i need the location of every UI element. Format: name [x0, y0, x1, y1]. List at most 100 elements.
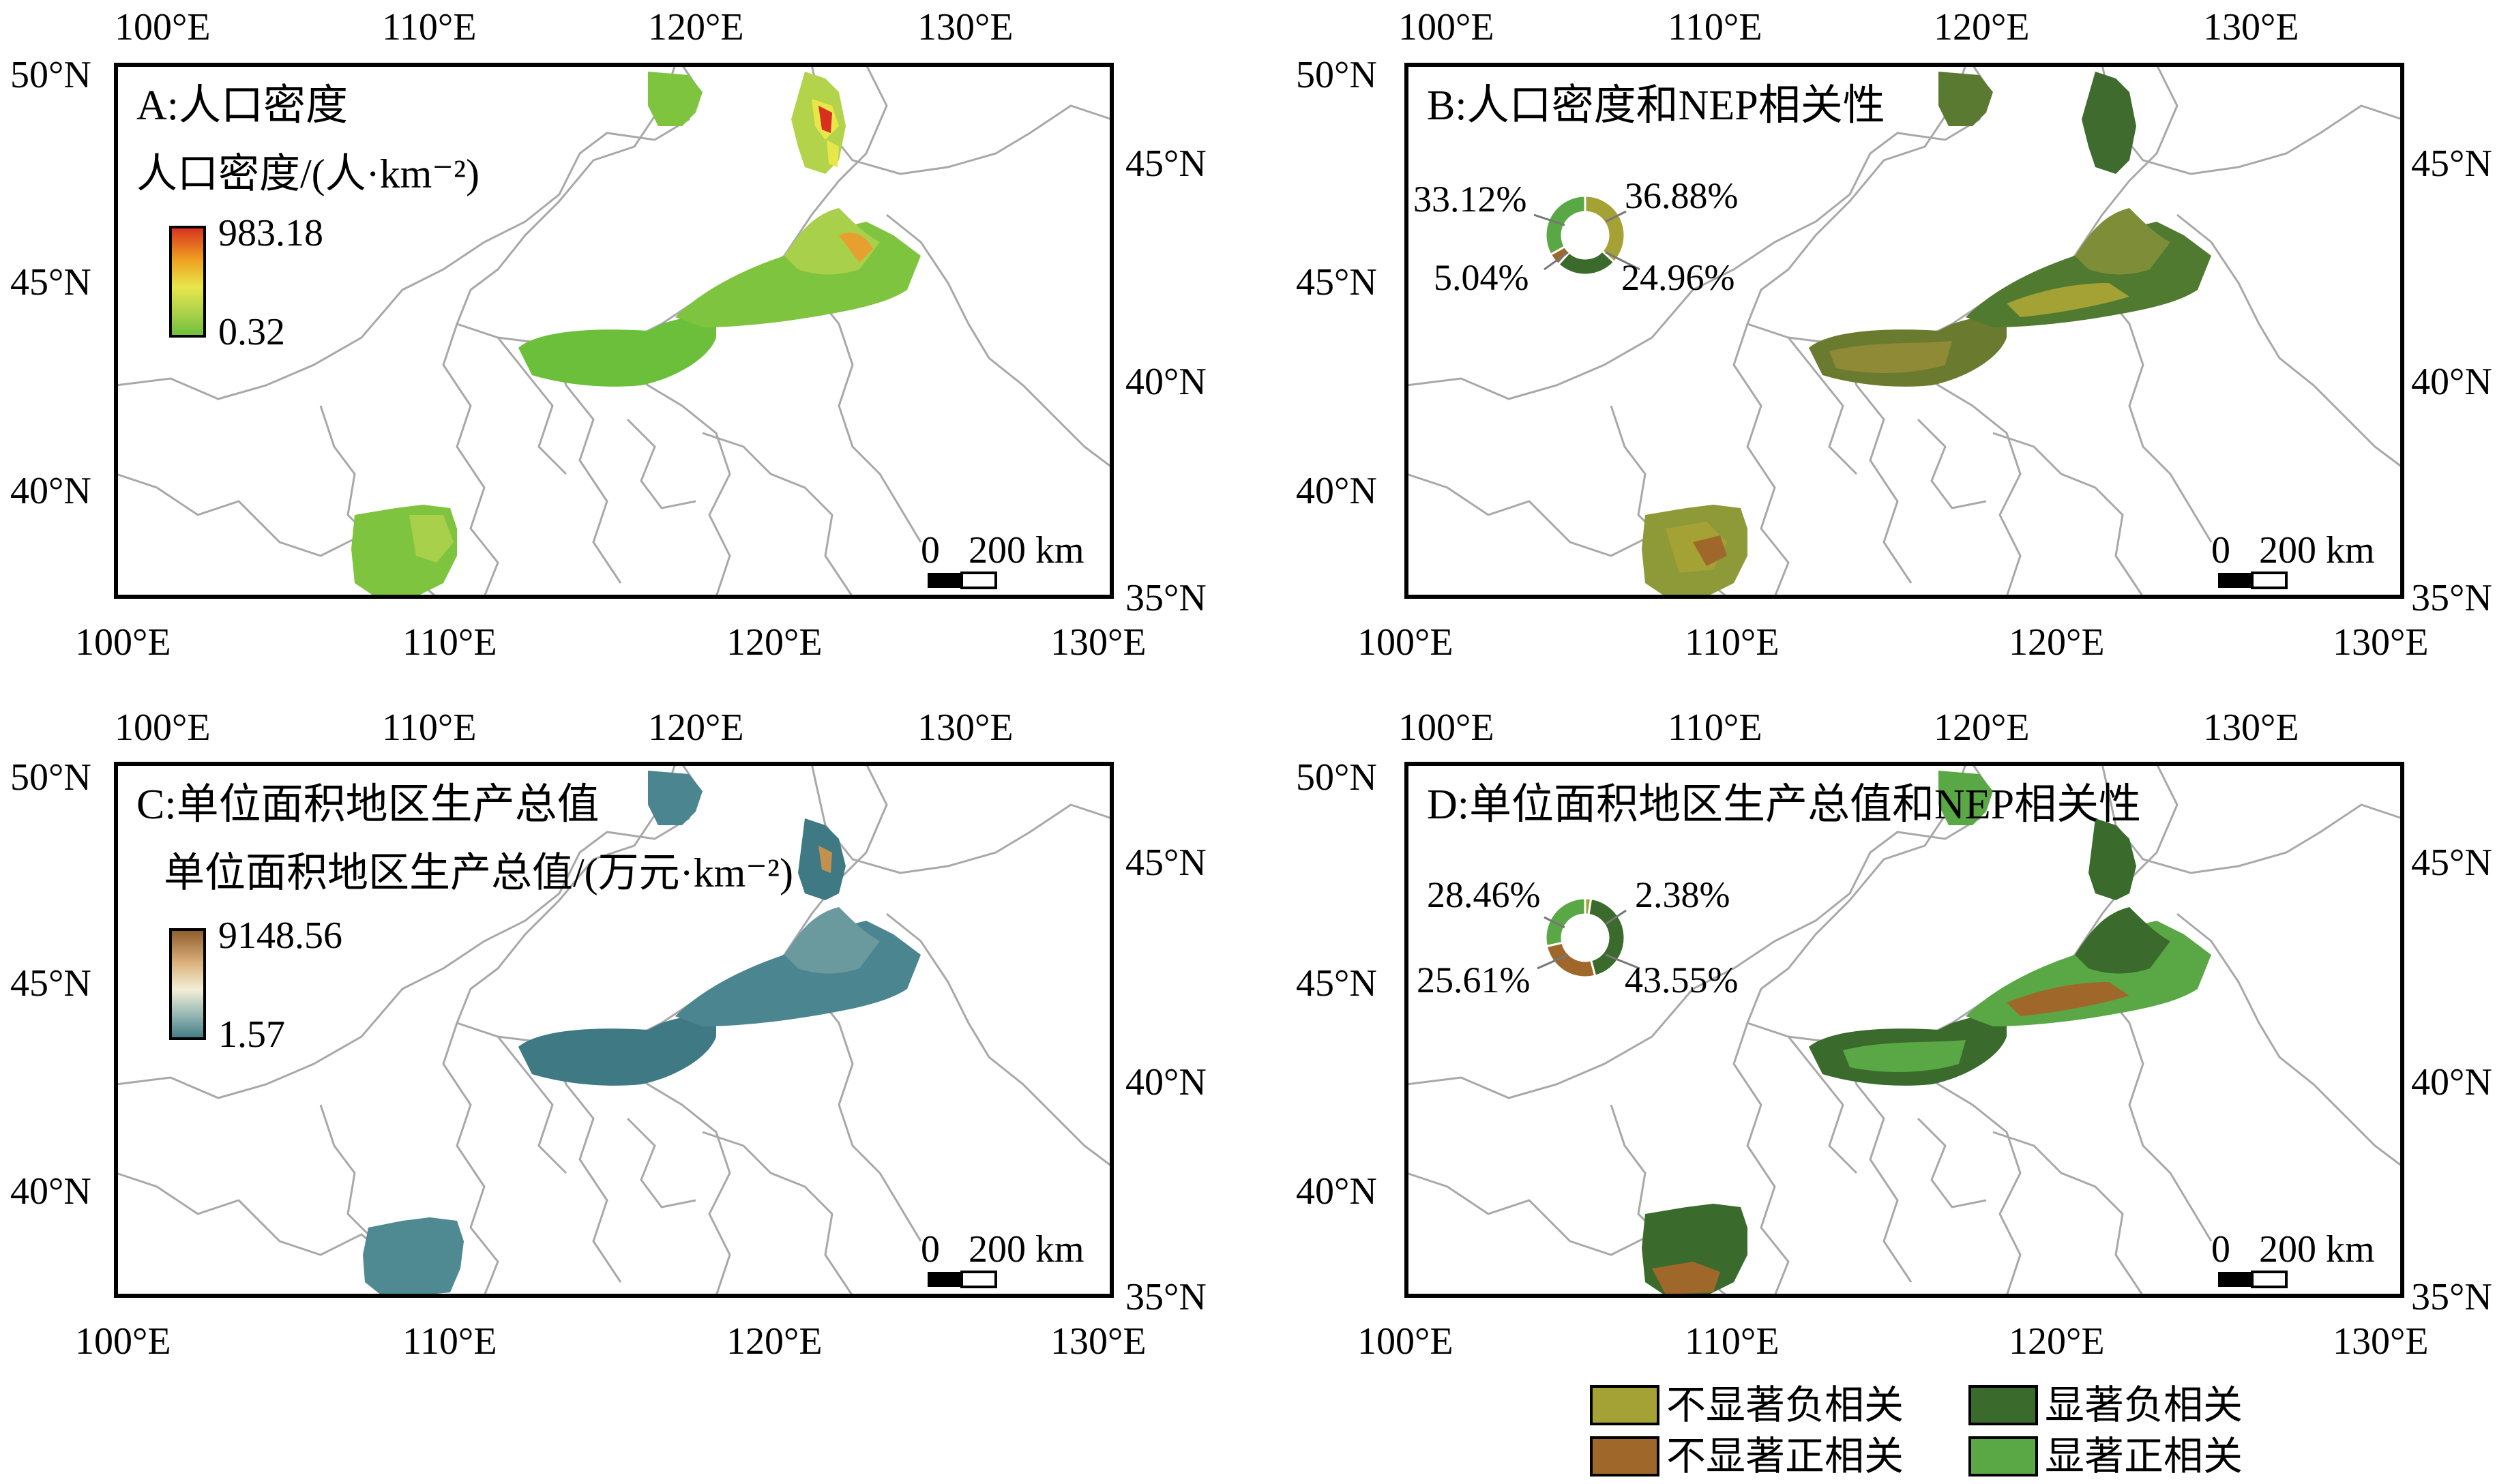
lon-tick: 110°E [402, 621, 497, 664]
lon-tick: 100°E [1357, 621, 1453, 664]
donut-b [1533, 194, 1640, 276]
lat-tick: 40°N [2411, 1061, 2492, 1103]
study-area-b [1642, 72, 2211, 597]
donut-slice [1544, 194, 1586, 256]
panel-b-ticks: 100°E 110°E 120°E 130°E 100°E 110°E 120°… [1296, 6, 2492, 664]
lat-tick: 45°N [2411, 143, 2492, 185]
scale-value: 200 km [969, 1228, 1084, 1271]
panel-c-legend-title: 单位面积地区生产总值/(万元·km⁻²) [164, 850, 793, 895]
lon-tick: 110°E [1685, 1320, 1780, 1363]
lon-tick: 120°E [726, 621, 823, 664]
panel-d-frame [1404, 762, 2404, 1298]
lat-tick: 40°N [2411, 361, 2492, 403]
panel-c: C:单位面积地区生产总值 单位面积地区生产总值/(万元·km⁻²) 9148.5… [114, 762, 1114, 1298]
lon-tick: 130°E [1050, 1320, 1147, 1363]
donut-b-label-1: 33.12% [1413, 179, 1526, 220]
legend-swatch-insig-pos [1590, 1436, 1659, 1476]
lat-tick: 40°N [1125, 361, 1207, 403]
donut-d-label-2: 2.38% [1635, 874, 1730, 915]
lon-tick: 120°E [1934, 6, 2030, 48]
donut-slice [1587, 897, 1626, 977]
legend-swatch-insig-neg [1590, 1385, 1659, 1425]
panel-b-frame [1404, 63, 2404, 599]
lat-tick: 35°N [2411, 1276, 2492, 1318]
scale-bar-a: 0 200 km [921, 529, 1084, 589]
scale-bar-c: 0 200 km [921, 1228, 1084, 1288]
lat-tick: 45°N [1125, 842, 1207, 884]
lon-tick: 130°E [917, 707, 1014, 749]
scale-zero: 0 [2211, 1228, 2230, 1271]
donut-d-slices [1544, 897, 1626, 979]
panel-b-title: B:人口密度和NEP相关性 [1427, 83, 1885, 129]
lon-tick: 110°E [1668, 707, 1762, 749]
lat-tick: 40°N [1125, 1061, 1207, 1103]
donut-d-label-1: 28.46% [1427, 874, 1540, 915]
lat-tick: 50°N [1296, 54, 1377, 96]
lon-tick: 120°E [648, 707, 744, 749]
panel-a-legend-max: 983.18 [218, 212, 323, 254]
scale-zero: 0 [2211, 529, 2230, 572]
legend-label-sig-neg: 显著负相关 [2045, 1383, 2243, 1427]
colorbar-c [169, 928, 206, 1040]
scale-bar-d: 0 200 km [2211, 1228, 2375, 1288]
panel-d-ticks: 100°E 110°E 120°E 130°E 100°E 110°E 120°… [1296, 707, 2492, 1363]
lon-tick: 100°E [75, 621, 171, 664]
lat-tick: 45°N [1296, 962, 1377, 1005]
donut-d [1537, 897, 1640, 979]
lat-tick: 35°N [2411, 577, 2492, 619]
donut-d-label-3: 25.61% [1417, 960, 1530, 1000]
lon-tick: 120°E [2009, 1320, 2105, 1363]
panel-c-frame [114, 762, 1114, 1298]
lon-tick: 120°E [726, 1320, 823, 1363]
scale-zero: 0 [921, 1228, 940, 1271]
lon-tick: 100°E [1398, 707, 1494, 749]
panel-a-ticks: 100°E 110°E 120°E 130°E 100°E 110°E 120°… [10, 6, 1207, 664]
scale-value: 200 km [2259, 529, 2375, 572]
donut-slice [1584, 194, 1626, 264]
study-area-a [351, 72, 921, 597]
lat-tick: 50°N [10, 756, 91, 799]
lat-tick: 45°N [10, 261, 91, 303]
lat-tick: 40°N [10, 1170, 91, 1213]
lat-tick: 50°N [1296, 756, 1377, 799]
donut-b-label-4: 24.96% [1621, 257, 1734, 298]
donut-d-label-4: 43.55% [1625, 960, 1738, 1000]
lon-tick: 130°E [1050, 621, 1147, 664]
lon-tick: 130°E [2333, 1320, 2429, 1363]
panel-a: A:人口密度 人口密度/(人·km⁻²) 983.18 0.32 0 200 k… [114, 63, 1114, 599]
donut-b-slices [1544, 194, 1626, 276]
donut-b-label-2: 36.88% [1625, 175, 1738, 216]
lat-tick: 40°N [1296, 1170, 1377, 1213]
panel-c-legend-min: 1.57 [218, 1013, 285, 1056]
lon-tick: 100°E [1357, 1320, 1453, 1363]
lat-tick: 45°N [10, 962, 91, 1005]
lat-tick: 50°N [10, 54, 91, 96]
lon-tick: 110°E [1685, 621, 1780, 664]
lon-tick: 130°E [917, 6, 1014, 48]
lon-tick: 110°E [382, 707, 477, 749]
lon-tick: 130°E [2333, 621, 2429, 664]
lon-tick: 100°E [75, 1320, 171, 1363]
lat-tick: 45°N [1296, 261, 1377, 303]
scale-zero: 0 [921, 529, 940, 572]
scale-value: 200 km [2259, 1228, 2375, 1271]
study-area-c [363, 771, 921, 1296]
panel-d-title: D:单位面积地区生产总值和NEP相关性 [1427, 782, 2141, 828]
study-area-d [1642, 771, 2211, 1296]
panel-a-title: A:人口密度 [136, 83, 348, 129]
lon-tick: 120°E [1934, 707, 2030, 749]
panel-a-legend-title: 人口密度/(人·km⁻²) [136, 151, 479, 196]
donut-slice [1544, 897, 1586, 948]
lat-tick: 40°N [1296, 470, 1377, 512]
panel-a-legend-min: 0.32 [218, 311, 285, 353]
lon-tick: 130°E [2203, 6, 2299, 48]
lon-tick: 130°E [2203, 707, 2299, 749]
legend-label-insig-pos: 不显著正相关 [1666, 1434, 1904, 1479]
panel-c-ticks: 100°E 110°E 120°E 130°E 100°E 110°E 120°… [10, 707, 1207, 1363]
lon-tick: 120°E [648, 6, 744, 48]
panel-d: D:单位面积地区生产总值和NEP相关性 28.46% 2.38% 25.61% … [1404, 762, 2404, 1298]
panel-b: B:人口密度和NEP相关性 33.12% 36.88% 5.04% 24.96%… [1404, 63, 2404, 599]
lon-tick: 110°E [402, 1320, 497, 1363]
scale-bar-b: 0 200 km [2211, 529, 2375, 589]
